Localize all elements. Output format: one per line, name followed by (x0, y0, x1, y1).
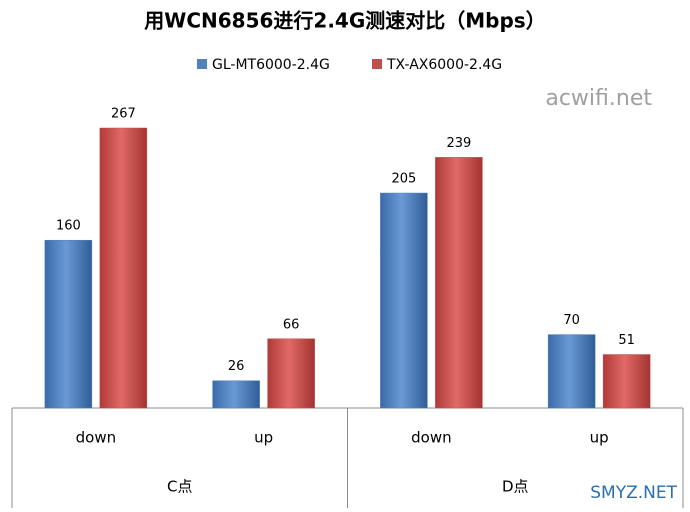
x-tick-label: up (590, 429, 609, 447)
bar (267, 338, 315, 409)
data-label: 205 (391, 172, 416, 187)
data-label: 239 (446, 136, 471, 151)
bar (547, 334, 596, 409)
chart-title: 用WCN6856进行2.4G测速对比（Mbps） (144, 9, 545, 33)
bar (380, 192, 428, 409)
group-label: D点 (502, 478, 529, 496)
bar (99, 127, 148, 409)
bar (44, 239, 93, 409)
bar (435, 157, 483, 409)
legend-label: TX-AX6000-2.4G (386, 57, 502, 73)
data-label: 70 (563, 313, 580, 328)
legend-label: GL-MT6000-2.4G (212, 57, 330, 73)
bar (212, 380, 260, 409)
data-label: 160 (56, 219, 81, 234)
x-tick-label: up (254, 429, 273, 447)
watermark: acwifi.net (545, 86, 652, 111)
group-label: C点 (167, 478, 192, 496)
bar (602, 354, 651, 409)
data-label: 51 (618, 333, 635, 348)
data-label: 66 (283, 317, 300, 332)
legend-swatch (197, 59, 207, 69)
watermark: SMYZ.NET (590, 483, 677, 503)
x-tick-label: down (76, 429, 116, 447)
data-label: 26 (228, 359, 245, 374)
data-label: 267 (111, 107, 136, 122)
legend-swatch (372, 59, 382, 69)
x-tick-label: down (411, 429, 451, 447)
